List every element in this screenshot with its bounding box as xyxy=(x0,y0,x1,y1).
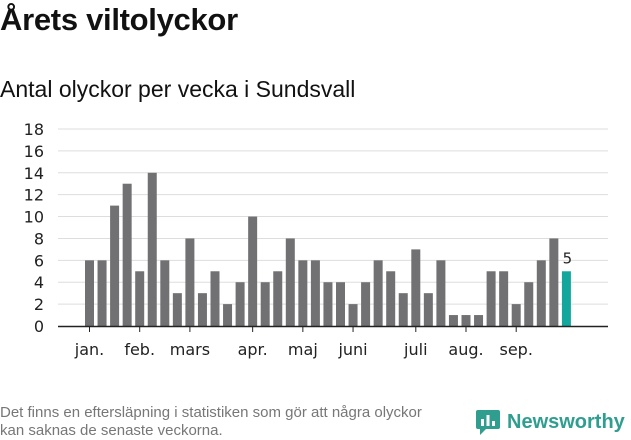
chart-subtitle: Antal olyckor per vecka i Sundsvall xyxy=(0,76,356,102)
bar xyxy=(260,282,270,326)
bar xyxy=(336,282,345,326)
x-tick-label: maj xyxy=(288,340,318,359)
bar xyxy=(474,315,484,326)
x-tick-label: feb. xyxy=(124,340,155,359)
data-label: 5 xyxy=(563,249,573,267)
bar xyxy=(398,293,408,326)
bar xyxy=(285,238,295,326)
bar xyxy=(248,216,258,326)
bar xyxy=(97,260,107,326)
bar xyxy=(373,260,383,326)
bar xyxy=(536,260,546,326)
bar xyxy=(122,183,132,326)
bar xyxy=(223,304,233,326)
y-tick-label: 0 xyxy=(34,317,44,336)
bar xyxy=(436,260,446,326)
bar xyxy=(185,238,195,326)
y-tick-label: 16 xyxy=(24,142,44,161)
bar xyxy=(85,260,94,326)
x-tick-label: jan. xyxy=(74,340,104,359)
bar xyxy=(110,205,120,326)
bar xyxy=(386,271,396,326)
x-tick-label: juli xyxy=(403,340,427,359)
x-tick-label: apr. xyxy=(238,340,268,359)
brand-name: Newsworthy xyxy=(507,410,625,433)
bar xyxy=(310,260,320,326)
bar xyxy=(197,293,207,326)
bar xyxy=(524,282,534,326)
bar xyxy=(210,271,220,326)
bar xyxy=(235,282,245,326)
bar xyxy=(172,293,182,326)
bar xyxy=(423,293,433,326)
bar xyxy=(499,271,509,326)
bar xyxy=(361,282,371,326)
bar xyxy=(486,271,496,326)
brand-logo: Newsworthy xyxy=(475,408,625,436)
x-tick-label: aug. xyxy=(448,340,483,359)
bar-highlight xyxy=(561,271,571,326)
bar xyxy=(348,304,358,326)
bar xyxy=(549,238,559,326)
bar xyxy=(411,249,421,326)
bar xyxy=(323,282,333,326)
x-tick-label: sep. xyxy=(499,340,532,359)
y-tick-label: 4 xyxy=(34,273,44,292)
bar xyxy=(511,304,521,326)
bar xyxy=(160,260,170,326)
bar xyxy=(135,271,145,326)
bar xyxy=(273,271,283,326)
y-tick-label: 12 xyxy=(24,186,44,205)
y-tick-label: 10 xyxy=(24,208,44,227)
y-tick-label: 2 xyxy=(34,295,44,314)
bar xyxy=(448,315,458,326)
y-tick-label: 8 xyxy=(34,229,44,248)
chart-title: Årets viltolyckor xyxy=(0,2,238,37)
x-tick-label: mars xyxy=(170,340,210,359)
footnote: Det finns en eftersläpning i statistiken… xyxy=(0,404,422,439)
bar xyxy=(298,260,308,326)
x-tick-label: juni xyxy=(337,340,367,359)
bar-chart: 0 2 4 6 8 10 12 14 16 18 5 jan. feb. mars apr. maj juni j… xyxy=(24,120,608,359)
newsworthy-logo-icon xyxy=(476,410,500,435)
y-tick-label: 6 xyxy=(34,251,44,270)
bar xyxy=(147,172,157,326)
bar xyxy=(461,315,471,326)
y-tick-label: 14 xyxy=(24,164,44,183)
y-tick-label: 18 xyxy=(24,120,44,139)
